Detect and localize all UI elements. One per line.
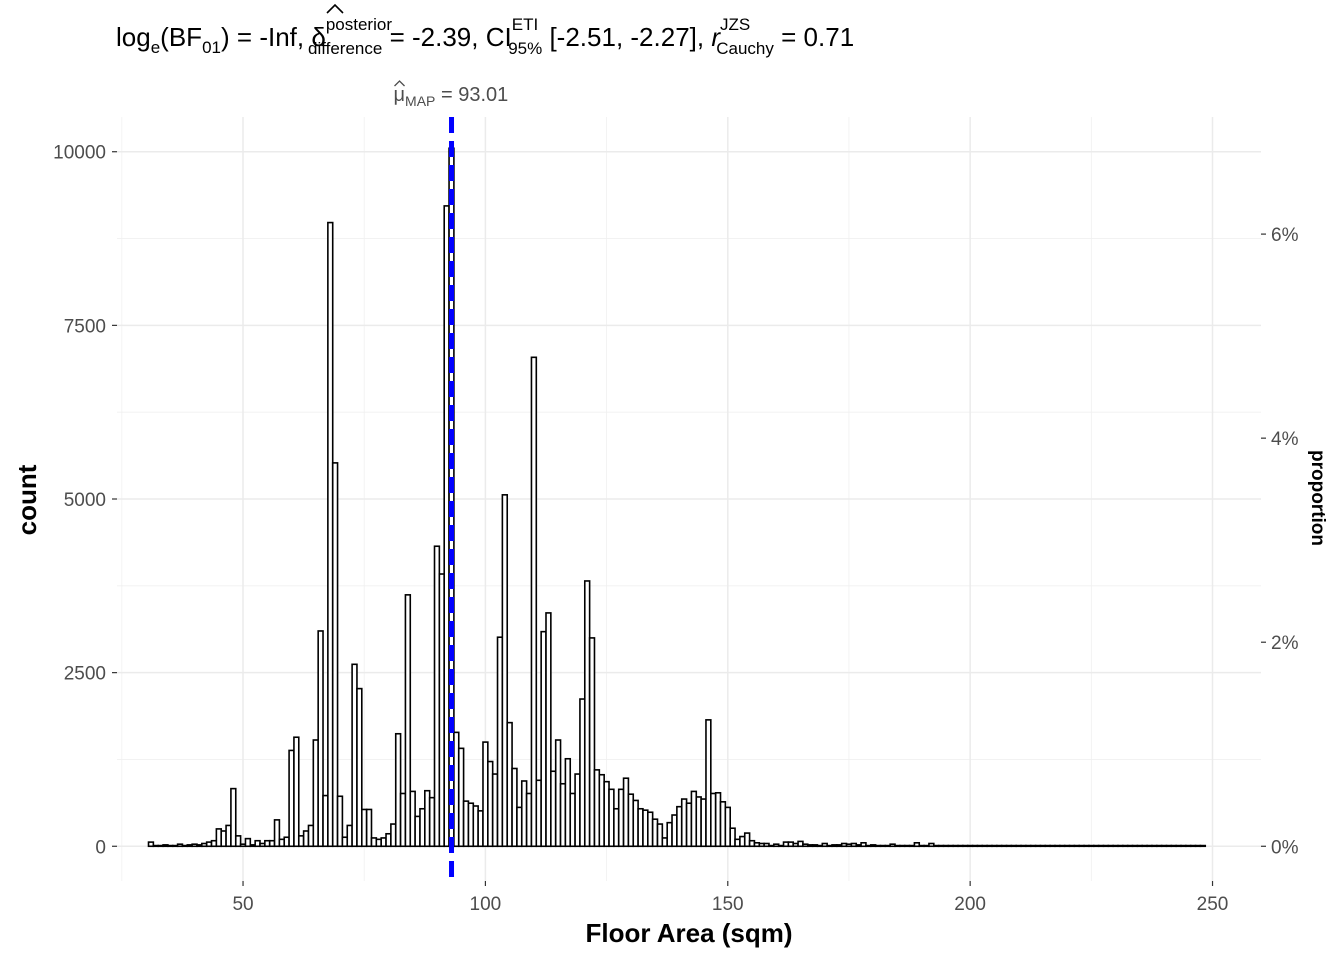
histogram-bar xyxy=(293,736,300,848)
y-tick-label: 7500 xyxy=(64,316,106,337)
histogram-bar xyxy=(656,823,664,848)
histogram-bar xyxy=(356,687,363,848)
histogram-bar xyxy=(588,637,596,848)
y2-axis-title: proportion xyxy=(1307,450,1328,546)
y2-tick-label: 2% xyxy=(1271,633,1299,654)
histogram-bar xyxy=(147,841,155,848)
histogram-bar xyxy=(365,808,373,848)
delta-hat-icon xyxy=(326,3,344,14)
y-tick-label: 10000 xyxy=(53,143,106,164)
histogram-bar xyxy=(743,832,751,848)
map-label: μMAP = 93.01 xyxy=(394,84,509,109)
histogram-bar xyxy=(501,494,509,848)
histogram-bar xyxy=(705,719,712,848)
y2-tick-label: 4% xyxy=(1271,429,1299,450)
histogram-bar xyxy=(545,612,552,848)
histogram-bar xyxy=(1199,844,1207,848)
histogram-bar xyxy=(724,806,732,848)
histogram-bar xyxy=(331,462,339,848)
histogram-bar xyxy=(317,630,324,848)
x-axis-title: Floor Area (sqm) xyxy=(585,918,792,948)
y2-tick-label: 6% xyxy=(1271,225,1299,246)
histogram-bar xyxy=(729,827,736,848)
x-tick-label: 250 xyxy=(1197,894,1229,915)
x-tick-label: 50 xyxy=(232,894,253,915)
histogram-bar xyxy=(530,356,538,848)
y-axis-title: count xyxy=(12,464,42,535)
y-tick-label: 2500 xyxy=(64,664,106,685)
y-tick-label: 0 xyxy=(95,837,106,858)
y-tick-label: 5000 xyxy=(64,490,106,511)
histogram-bar xyxy=(913,841,921,848)
histogram-bar xyxy=(273,819,281,848)
histogram-bar xyxy=(404,594,412,848)
histogram-bars xyxy=(147,147,1207,848)
histogram-bar xyxy=(860,841,867,848)
histogram-bar xyxy=(234,835,242,848)
x-tick-label: 150 xyxy=(712,894,744,915)
x-tick-label: 100 xyxy=(470,894,502,915)
histogram-bar xyxy=(457,747,465,848)
histogram-bar xyxy=(230,787,237,848)
grid-lines xyxy=(117,117,1261,881)
chart-title: loge(BF01) = -Inf, δposterior difference … xyxy=(116,15,854,58)
mu-hat-icon xyxy=(394,80,405,87)
histogram-bar xyxy=(394,732,402,848)
x-tick-label: 200 xyxy=(954,894,986,915)
histogram-bar xyxy=(336,795,344,848)
histogram-bar xyxy=(244,837,252,848)
y2-tick-label: 0% xyxy=(1271,837,1299,858)
